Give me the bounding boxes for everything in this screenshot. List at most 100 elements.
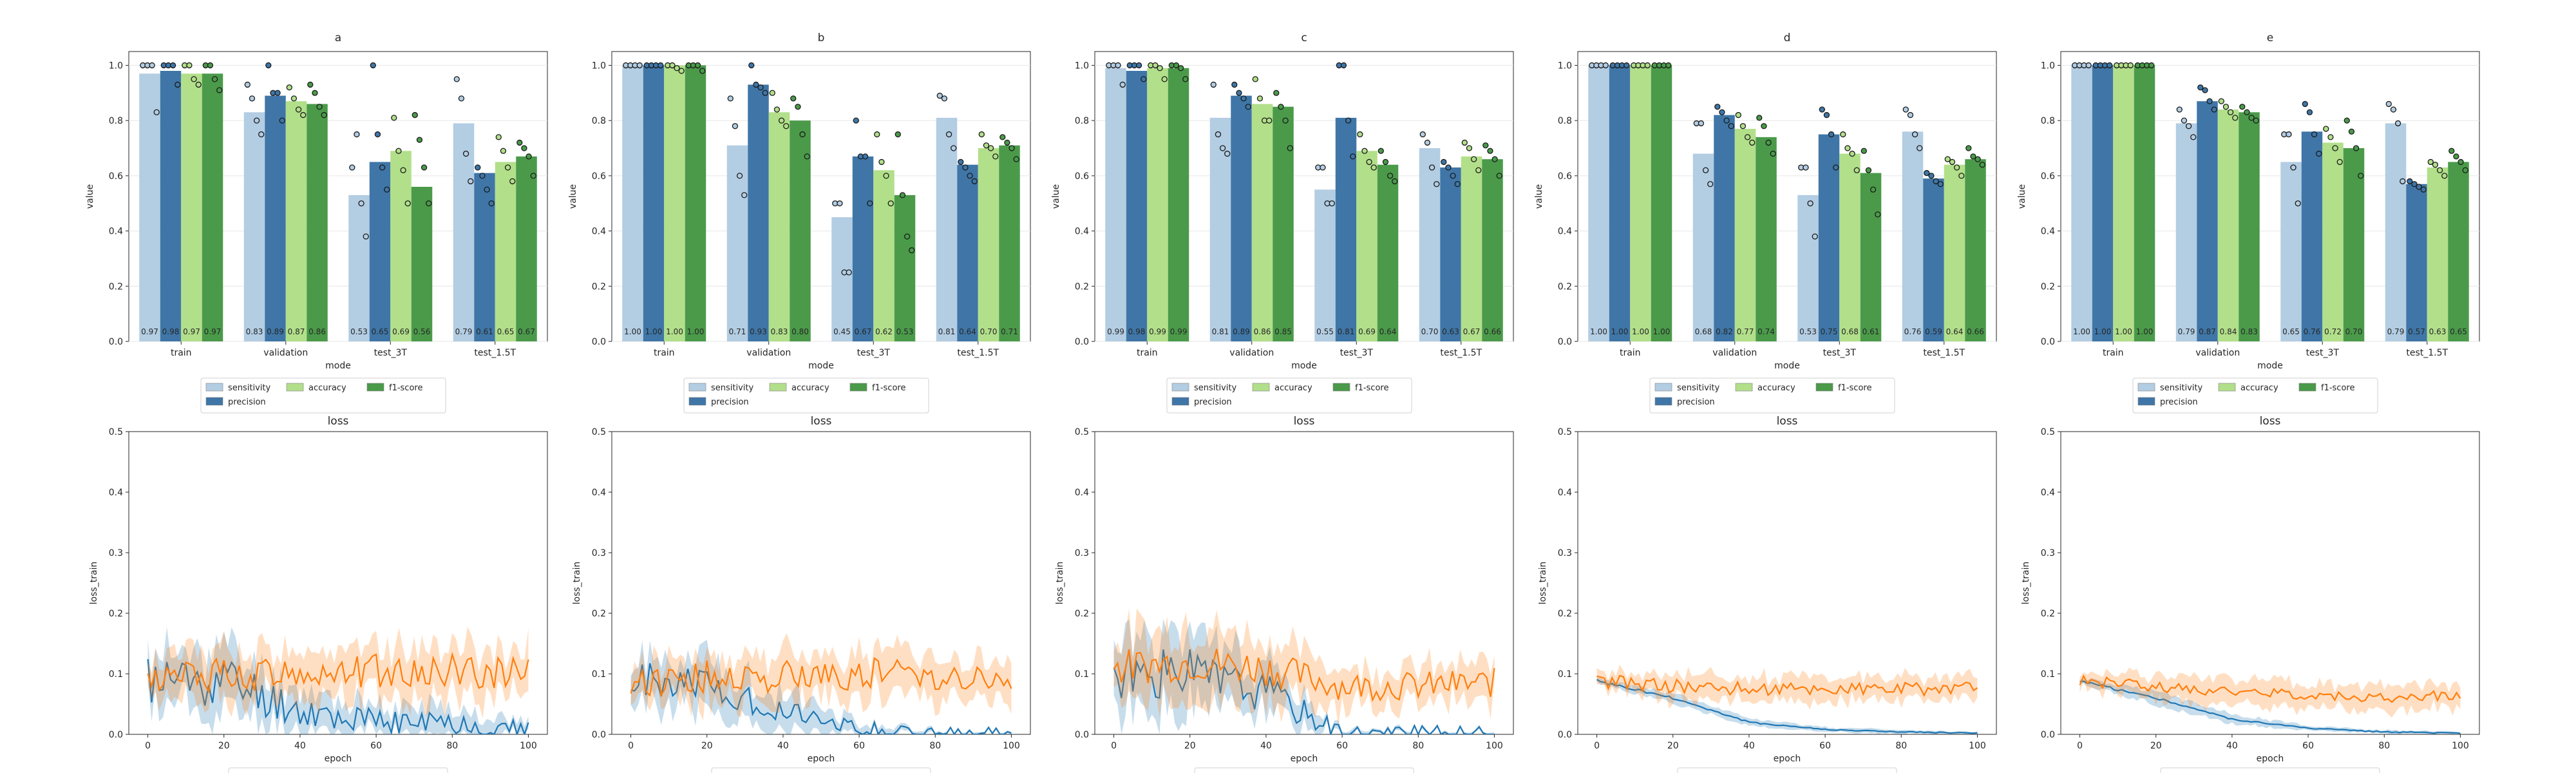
- x-tick-label: test_3T: [1340, 348, 1374, 358]
- data-point: [2400, 178, 2406, 185]
- confidence-band: [1113, 618, 1495, 734]
- series-line: [1596, 679, 1978, 734]
- data-point: [290, 95, 298, 102]
- series-line: [630, 663, 1012, 734]
- data-point: [1487, 148, 1493, 154]
- bar-value-label: 0.79: [2387, 327, 2405, 336]
- bar: [978, 148, 999, 341]
- bar: [1440, 167, 1461, 341]
- y-tick-label: 0.1: [592, 669, 606, 680]
- chart-title: b: [818, 32, 825, 44]
- y-tick-label: 0.8: [1558, 116, 1572, 126]
- x-tick-label: 100: [1969, 741, 1986, 751]
- data-point: [216, 87, 223, 93]
- data-point: [363, 233, 369, 240]
- data-point: [1624, 62, 1630, 69]
- data-point: [1366, 158, 1372, 166]
- x-tick-label: 60: [370, 741, 382, 751]
- bar: [516, 156, 537, 341]
- plot-lines: [1596, 664, 1978, 734]
- bar: [2197, 101, 2218, 341]
- data-point: [191, 76, 197, 82]
- data-point: [1273, 90, 1280, 96]
- legend-swatch: [286, 383, 304, 392]
- x-tick-label: 80: [446, 741, 458, 751]
- legend-frame: [2132, 377, 2378, 414]
- data-point: [426, 200, 432, 207]
- data-point: [354, 131, 360, 138]
- bar: [390, 151, 412, 342]
- x-tick-label: 100: [520, 741, 537, 751]
- data-point: [1807, 200, 1814, 207]
- bar: [1944, 164, 1965, 341]
- data-point: [1928, 173, 1935, 179]
- confidence-band: [2079, 667, 2461, 718]
- bar-value-label: 0.56: [413, 327, 431, 336]
- confidence-band: [1596, 677, 1978, 734]
- data-point: [379, 164, 386, 171]
- data-point: [778, 117, 785, 124]
- data-point: [1944, 156, 1951, 162]
- data-point: [1975, 156, 1981, 162]
- data-point: [636, 62, 643, 69]
- data-point: [1245, 104, 1251, 110]
- data-point: [1602, 62, 1609, 69]
- data-point: [878, 158, 885, 166]
- y-tick-label: 0.2: [1075, 609, 1089, 619]
- bar: [1126, 71, 1148, 341]
- data-point: [1875, 211, 1881, 218]
- data-point: [1370, 164, 1377, 171]
- bar-value-label: 0.75: [1821, 327, 1838, 336]
- bar-value-label: 1.00: [2115, 327, 2132, 336]
- x-tick-label: test_1.5T: [474, 348, 516, 358]
- chart-title: loss: [1777, 415, 1798, 428]
- bar-value-label: 0.98: [162, 327, 180, 336]
- y-tick-label: 0.4: [1075, 488, 1089, 498]
- data-point: [1173, 62, 1180, 69]
- y-tick-label: 0.6: [2041, 171, 2055, 182]
- y-tick-label: 0.5: [2041, 427, 2055, 437]
- confidence-band: [1596, 664, 1978, 710]
- data-point: [274, 90, 281, 96]
- legend-label: f1-score: [389, 383, 422, 393]
- data-point: [1812, 233, 1818, 240]
- data-point: [962, 164, 969, 171]
- data-point: [909, 247, 915, 254]
- legend-label: f1-score: [1838, 383, 1871, 393]
- data-point: [736, 173, 743, 179]
- y-tick-label: 0.6: [592, 171, 606, 182]
- data-point: [773, 106, 781, 113]
- data-point: [895, 131, 901, 138]
- bar-value-label: 0.97: [183, 327, 200, 336]
- plot-lines: [147, 626, 529, 734]
- legend-label: f1-score: [2321, 383, 2354, 393]
- data-point: [753, 81, 759, 88]
- data-point: [249, 95, 256, 102]
- bar-value-label: 0.99: [1149, 327, 1166, 336]
- y-tick-label: 0.5: [1558, 427, 1572, 437]
- data-point: [1492, 156, 1498, 162]
- data-point: [1119, 81, 1126, 88]
- x-tick-label: 80: [1412, 741, 1424, 751]
- bar: [1923, 178, 1944, 341]
- data-point: [1445, 164, 1452, 171]
- bar: [1273, 106, 1294, 341]
- x-tick-label: test_1.5T: [2406, 348, 2448, 358]
- bar: [2217, 110, 2239, 341]
- data-point: [2290, 164, 2297, 171]
- data-point: [479, 173, 486, 179]
- bar-value-label: 1.00: [624, 327, 641, 336]
- data-point: [2311, 131, 2318, 138]
- data-point: [462, 150, 469, 157]
- data-point: [1907, 111, 1914, 119]
- bar-value-label: 0.99: [1107, 327, 1124, 336]
- bar-value-label: 0.70: [1421, 327, 1439, 336]
- bar: [1630, 65, 1651, 341]
- y-axis-label: value: [1534, 184, 1544, 209]
- legend-swatch: [2137, 397, 2155, 406]
- y-tick-label: 0.0: [592, 730, 606, 740]
- legend-swatch: [1735, 383, 1753, 392]
- bar-chart-a: 0.0 0.2 0.4 0.6 0.8 1.0 a value mode train validat…: [85, 32, 548, 414]
- data-point: [1013, 156, 1019, 162]
- legend-swatch: [1332, 383, 1350, 392]
